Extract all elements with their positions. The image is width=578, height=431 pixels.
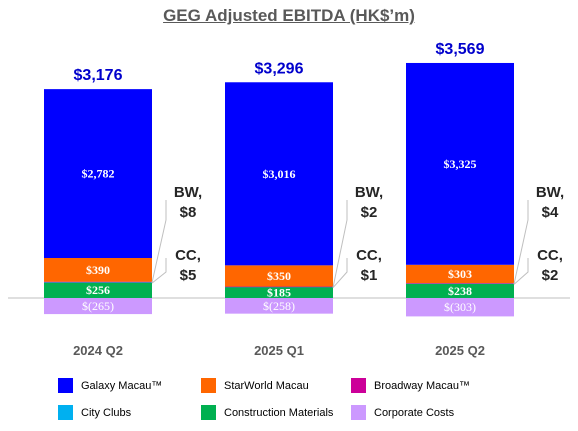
data-label-corporate-costs: $(258) (263, 299, 295, 313)
legend-item-starworld-macau: StarWorld Macau (201, 378, 309, 393)
legend-label-city-clubs: City Clubs (81, 406, 132, 419)
legend-label-broadway-macau: Broadway Macau™ (374, 379, 470, 392)
legend-label-construction-materials: Construction Materials (224, 406, 334, 419)
bar-galaxy-macau-2025-q1 (225, 82, 333, 266)
data-label-city-clubs: $1 (361, 267, 378, 284)
callout-line-city-clubs (332, 258, 348, 289)
data-label-galaxy-macau: $3,016 (263, 167, 296, 181)
legend-item-corporate-costs: Corporate Costs (351, 405, 454, 420)
data-label-construction-materials: $256 (86, 283, 110, 297)
bar-construction-materials-2025-q1 (225, 286, 333, 298)
legend-swatch-construction-materials (201, 405, 216, 420)
total-label: $3,176 (74, 67, 123, 84)
data-label-construction-materials: $185 (267, 285, 291, 299)
legend-label-corporate-costs: Corporate Costs (374, 406, 455, 419)
data-label-city-clubs: CC, (537, 247, 563, 264)
data-label-galaxy-macau: $2,782 (82, 167, 115, 181)
bar-construction-materials-2025-q2 (406, 283, 514, 298)
stacked-bar-chart: $(265) $2,782 $390 $256 $3,176 BW, $8 CC, $5 2024… (8, 41, 570, 358)
data-label-galaxy-macau: $3,325 (444, 157, 477, 171)
callout-line-broadway (332, 200, 348, 288)
data-label-city-clubs: CC, (175, 247, 201, 264)
data-label-city-clubs: $5 (180, 267, 197, 284)
legend-swatch-broadway-macau (351, 378, 366, 393)
legend-label-starworld-macau: StarWorld Macau (224, 379, 309, 392)
legend-item-city-clubs: City Clubs (58, 405, 131, 420)
data-label-starworld-macau: $303 (448, 267, 472, 281)
legend-item-construction-materials: Construction Materials (201, 405, 333, 420)
legend-label-galaxy-macau: Galaxy Macau™ (81, 379, 163, 392)
x-tick-label: 2025 Q2 (435, 343, 485, 358)
legend-item-galaxy-macau: Galaxy Macau™ (58, 378, 162, 393)
data-label-broadway-macau: BW, (174, 184, 202, 201)
legend-swatch-starworld-macau (201, 378, 216, 393)
bar-corporate-costs-2025-q2 (406, 298, 514, 317)
data-label-starworld-macau: $390 (86, 263, 110, 277)
data-label-corporate-costs: $(303) (444, 300, 476, 314)
legend-swatch-city-clubs (58, 405, 73, 420)
x-tick-label: 2024 Q2 (73, 343, 123, 358)
callout-line-broadway (151, 200, 167, 283)
bar-galaxy-macau-2025-q2 (406, 62, 514, 265)
data-label-city-clubs: $2 (542, 267, 559, 284)
callout-line-city-clubs (513, 258, 529, 285)
bar-city-clubs-2024-q2 (44, 282, 152, 283)
bar-broadway-macau-2025-q1 (225, 286, 333, 288)
x-tick-label: 2025 Q1 (254, 343, 304, 358)
bar-starworld-macau-2025-q2 (406, 264, 514, 284)
data-label-broadway-macau: $4 (542, 204, 559, 221)
data-label-starworld-macau: $350 (267, 269, 291, 283)
chart-title: GEG Adjusted EBITDA (HK$’m) (163, 6, 415, 25)
legend-swatch-galaxy-macau (58, 378, 73, 393)
bar-starworld-macau-2025-q1 (225, 265, 333, 287)
data-label-city-clubs: CC, (356, 247, 382, 264)
bar-corporate-costs-2024-q2 (44, 298, 152, 315)
total-label: $3,296 (255, 60, 304, 77)
data-label-broadway-macau: $2 (361, 204, 378, 221)
data-label-broadway-macau: $8 (180, 204, 197, 221)
callout-line-broadway (513, 200, 529, 285)
bar-construction-materials-2024-q2 (44, 282, 152, 298)
data-label-broadway-macau: BW, (355, 184, 383, 201)
bar-corporate-costs-2025-q1 (225, 298, 333, 314)
total-label: $3,569 (436, 41, 485, 58)
bar-broadway-macau-2024-q2 (44, 281, 152, 283)
callout-line-city-clubs (151, 258, 167, 284)
data-label-broadway-macau: BW, (536, 184, 564, 201)
data-label-corporate-costs: $(265) (82, 299, 114, 313)
bar-starworld-macau-2024-q2 (44, 257, 152, 282)
legend-item-broadway-macau: Broadway Macau™ (351, 378, 470, 393)
bar-galaxy-macau-2024-q2 (44, 89, 152, 258)
legend-swatch-corporate-costs (351, 405, 366, 420)
data-label-construction-materials: $238 (448, 284, 472, 298)
bar-broadway-macau-2025-q2 (406, 283, 514, 284)
